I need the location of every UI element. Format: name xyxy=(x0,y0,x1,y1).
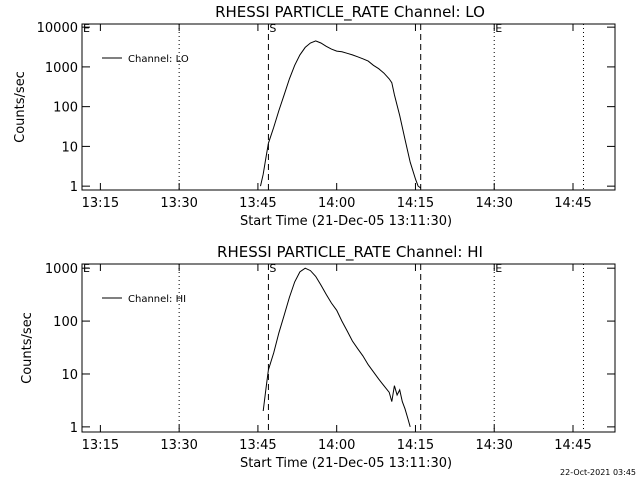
x-tick-label: 13:15 xyxy=(82,438,119,453)
x-tick-label: 13:30 xyxy=(160,196,197,211)
legend-label: Channel: LO xyxy=(128,54,189,65)
x-tick-label: 14:00 xyxy=(318,196,355,211)
y-tick-label: 10 xyxy=(61,368,78,383)
chart-title: RHESSI PARTICLE_RATE Channel: HI xyxy=(217,243,483,262)
marker-label: S xyxy=(269,262,276,275)
legend-label: Channel: HI xyxy=(128,294,186,305)
x-tick-label: 13:45 xyxy=(239,438,276,453)
y-tick-label: 10000 xyxy=(37,21,78,36)
dotted-markers xyxy=(81,24,584,190)
x-tick-label: 14:45 xyxy=(554,196,591,211)
y-axis-label: Counts/sec xyxy=(13,71,28,143)
series-line xyxy=(260,40,421,189)
marker-label: S xyxy=(269,22,276,35)
chart-title: RHESSI PARTICLE_RATE Channel: LO xyxy=(215,3,485,22)
y-axis-label: Counts/sec xyxy=(20,312,35,384)
y-tick-label: 1 xyxy=(70,421,78,436)
x-ticks: 13:15 13:30 13:45 14:00 14:15 14:30 14:45 xyxy=(82,264,592,453)
x-tick-label: 13:30 xyxy=(160,438,197,453)
x-tick-label: 14:30 xyxy=(475,196,512,211)
x-tick-label: 14:45 xyxy=(554,438,591,453)
y-tick-label: 1 xyxy=(70,180,78,195)
x-tick-label: 14:15 xyxy=(397,438,434,453)
marker-label: E xyxy=(495,22,502,35)
dashed-markers xyxy=(267,24,422,190)
legend: Channel: HI xyxy=(102,294,186,305)
x-tick-label: 13:45 xyxy=(239,196,276,211)
marker-label: E xyxy=(83,22,90,35)
chart-panel-lo: RHESSI PARTICLE_RATE Channel: LO E S E 13:… xyxy=(13,3,616,229)
timestamp-footer: 22-Oct-2021 03:45 xyxy=(560,468,636,477)
plot-frame xyxy=(81,263,616,433)
y-tick-label: 100 xyxy=(53,315,78,330)
x-tick-label: 13:15 xyxy=(82,196,119,211)
x-axis-label: Start Time (21-Dec-05 13:11:30) xyxy=(240,214,452,229)
marker-label: E xyxy=(495,262,502,275)
dashed-markers xyxy=(267,264,422,432)
x-ticks: 13:15 13:30 13:45 14:00 14:15 14:30 14:45 xyxy=(82,24,592,211)
plot-frame xyxy=(81,23,616,191)
dotted-markers xyxy=(81,264,584,432)
y-tick-label: 1000 xyxy=(45,262,78,277)
x-tick-label: 14:15 xyxy=(397,196,434,211)
y-tick-label: 1000 xyxy=(45,61,78,76)
x-tick-label: 14:00 xyxy=(318,438,355,453)
y-tick-label: 10 xyxy=(61,140,78,155)
legend: Channel: LO xyxy=(102,54,189,65)
y-ticks: 1 10 100 1000 xyxy=(45,262,615,436)
x-tick-label: 14:30 xyxy=(475,438,512,453)
x-axis-label: Start Time (21-Dec-05 13:11:30) xyxy=(240,456,452,471)
series-line xyxy=(262,267,411,428)
y-ticks: 1 10 100 1000 10000 xyxy=(37,21,615,195)
y-tick-label: 100 xyxy=(53,101,78,116)
